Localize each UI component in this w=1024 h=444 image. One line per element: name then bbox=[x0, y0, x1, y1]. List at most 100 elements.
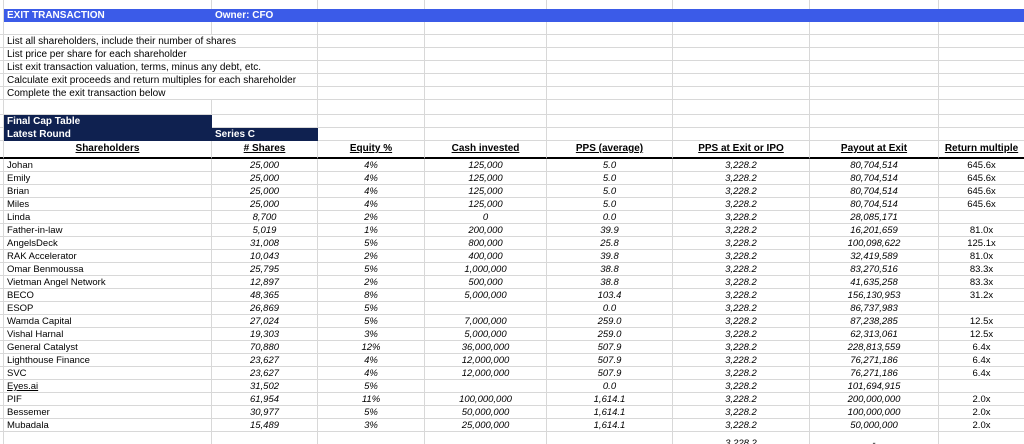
cell-shares[interactable]: 25,795 bbox=[212, 263, 318, 276]
cell-shares[interactable]: 25,000 bbox=[212, 185, 318, 198]
cell-cash[interactable]: 50,000,000 bbox=[425, 406, 547, 419]
cell-cash[interactable]: 36,000,000 bbox=[425, 341, 547, 354]
cell-equity[interactable]: 5% bbox=[318, 237, 425, 250]
cell-pps-average[interactable]: 38.8 bbox=[547, 276, 673, 289]
cell-equity[interactable]: 4% bbox=[318, 185, 425, 198]
cell-pps-exit[interactable]: 3,228.2 bbox=[673, 263, 810, 276]
cell-return-multiple[interactable]: 81.0x bbox=[939, 250, 1024, 263]
column-header-pps-exit-or-ipo[interactable]: PPS at Exit or IPO bbox=[673, 141, 810, 159]
cell-payout[interactable]: 228,813,559 bbox=[810, 341, 939, 354]
cell-pps-exit[interactable]: 3,228.2 bbox=[673, 159, 810, 172]
cell-pps-average[interactable]: 5.0 bbox=[547, 159, 673, 172]
cell-payout[interactable]: 28,085,171 bbox=[810, 211, 939, 224]
cell-pps-average[interactable]: 1,614.1 bbox=[547, 419, 673, 432]
cell-return-multiple[interactable] bbox=[939, 380, 1024, 393]
empty-cell[interactable] bbox=[810, 35, 939, 48]
cell-pps-exit[interactable]: 3,228.2 bbox=[673, 289, 810, 302]
cell-return-multiple[interactable]: 645.6x bbox=[939, 185, 1024, 198]
cell-name[interactable]: ESOP bbox=[4, 302, 212, 315]
instruction-text[interactable]: List all shareholders, include their num… bbox=[4, 35, 318, 48]
cell-pps-average[interactable]: 259.0 bbox=[547, 328, 673, 341]
cell-name[interactable] bbox=[4, 432, 212, 444]
column-header-shares[interactable]: # Shares bbox=[212, 141, 318, 159]
empty-cell[interactable] bbox=[318, 87, 425, 100]
cell-payout[interactable]: 87,238,285 bbox=[810, 315, 939, 328]
cell-pps-average[interactable]: 5.0 bbox=[547, 172, 673, 185]
cell-pps-average[interactable]: 1,614.1 bbox=[547, 406, 673, 419]
cell-equity[interactable]: 12% bbox=[318, 341, 425, 354]
cell-payout[interactable]: 41,635,258 bbox=[810, 276, 939, 289]
cell-pps-average[interactable]: 0.0 bbox=[547, 380, 673, 393]
cell-shares[interactable]: 5,019 bbox=[212, 224, 318, 237]
cell-equity[interactable]: 3% bbox=[318, 328, 425, 341]
instruction-text[interactable]: List exit transaction valuation, terms, … bbox=[4, 61, 318, 74]
empty-cell[interactable] bbox=[673, 48, 810, 61]
column-header-cash-invested[interactable]: Cash invested bbox=[425, 141, 547, 159]
cell-name[interactable]: Johan bbox=[4, 159, 212, 172]
cell-shares[interactable]: 23,627 bbox=[212, 367, 318, 380]
cell-pps-exit[interactable]: 3,228.2 bbox=[673, 341, 810, 354]
empty-cell[interactable] bbox=[810, 74, 939, 87]
cell-cash[interactable]: 800,000 bbox=[425, 237, 547, 250]
cell-cash[interactable]: 25,000,000 bbox=[425, 419, 547, 432]
cell-pps-average[interactable]: 103.4 bbox=[547, 289, 673, 302]
cell-return-multiple[interactable]: 12.5x bbox=[939, 328, 1024, 341]
cell-equity[interactable]: 4% bbox=[318, 367, 425, 380]
cell-pps-average[interactable]: 507.9 bbox=[547, 341, 673, 354]
cell-name[interactable]: RAK Accelerator bbox=[4, 250, 212, 263]
cell-pps-exit[interactable]: 3,228.2 bbox=[673, 367, 810, 380]
cell-pps-exit[interactable]: 3,228.2 bbox=[673, 172, 810, 185]
cell-payout[interactable]: 76,271,186 bbox=[810, 367, 939, 380]
cell-pps-exit[interactable]: 3,228.2 bbox=[673, 393, 810, 406]
cell-shares[interactable]: 19,303 bbox=[212, 328, 318, 341]
cell-payout[interactable]: 100,000,000 bbox=[810, 406, 939, 419]
empty-cell[interactable] bbox=[810, 48, 939, 61]
cell-shares[interactable] bbox=[212, 432, 318, 444]
cell-shares[interactable]: 10,043 bbox=[212, 250, 318, 263]
cell-pps-exit[interactable]: 3,228.2 bbox=[673, 315, 810, 328]
cell-equity[interactable]: 4% bbox=[318, 159, 425, 172]
empty-cell[interactable] bbox=[318, 74, 425, 87]
cell-payout[interactable]: 76,271,186 bbox=[810, 354, 939, 367]
cell-shares[interactable]: 8,700 bbox=[212, 211, 318, 224]
empty-cell[interactable] bbox=[939, 35, 1024, 48]
empty-cell[interactable] bbox=[318, 61, 425, 74]
cell-return-multiple[interactable]: 31.2x bbox=[939, 289, 1024, 302]
cell-pps-average[interactable] bbox=[547, 432, 673, 444]
cell-return-multiple[interactable]: 645.6x bbox=[939, 172, 1024, 185]
column-header-return-multiple[interactable]: Return multiple bbox=[939, 141, 1024, 159]
latest-round-value[interactable]: Series C bbox=[212, 128, 318, 141]
cell-shares[interactable]: 26,869 bbox=[212, 302, 318, 315]
cell-cash[interactable] bbox=[425, 380, 547, 393]
cell-name[interactable]: General Catalyst bbox=[4, 341, 212, 354]
cell-pps-average[interactable]: 507.9 bbox=[547, 367, 673, 380]
cell-payout[interactable]: 80,704,514 bbox=[810, 185, 939, 198]
cell-shares[interactable]: 48,365 bbox=[212, 289, 318, 302]
cell-name[interactable]: Bessemer bbox=[4, 406, 212, 419]
cell-cash[interactable]: 400,000 bbox=[425, 250, 547, 263]
cell-cash[interactable]: 125,000 bbox=[425, 198, 547, 211]
title-bar-fill[interactable]: EXIT TRANSACTION Owner: CFO bbox=[4, 9, 1024, 22]
empty-cell[interactable] bbox=[939, 48, 1024, 61]
cell-pps-exit[interactable]: 3,228.2 bbox=[673, 250, 810, 263]
cell-pps-exit[interactable]: 3,228.2 bbox=[673, 211, 810, 224]
cell-equity[interactable]: 1% bbox=[318, 224, 425, 237]
cell-equity[interactable]: 2% bbox=[318, 250, 425, 263]
empty-cell[interactable] bbox=[425, 61, 547, 74]
cell-pps-exit[interactable]: 3,228.2 bbox=[673, 328, 810, 341]
cell-payout[interactable]: 80,704,514 bbox=[810, 159, 939, 172]
cell-pps-exit[interactable]: 3,228.2 bbox=[673, 302, 810, 315]
empty-cell[interactable] bbox=[318, 35, 425, 48]
cell-pps-exit[interactable]: 3,228.2 bbox=[673, 419, 810, 432]
column-header-shareholders[interactable]: Shareholders bbox=[4, 141, 212, 159]
cell-cash[interactable]: 0 bbox=[425, 211, 547, 224]
cell-equity[interactable]: 4% bbox=[318, 354, 425, 367]
cell-cash[interactable]: 12,000,000 bbox=[425, 367, 547, 380]
cell-return-multiple[interactable]: 6.4x bbox=[939, 367, 1024, 380]
cell-pps-exit[interactable]: 3,228.2 bbox=[673, 276, 810, 289]
latest-round-label[interactable]: Latest Round bbox=[4, 128, 212, 141]
final-cap-table-header[interactable]: Final Cap Table bbox=[4, 115, 212, 128]
cell-pps-average[interactable]: 0.0 bbox=[547, 302, 673, 315]
cell-pps-exit[interactable]: 3,228.2 bbox=[673, 185, 810, 198]
empty-cell[interactable] bbox=[547, 35, 673, 48]
